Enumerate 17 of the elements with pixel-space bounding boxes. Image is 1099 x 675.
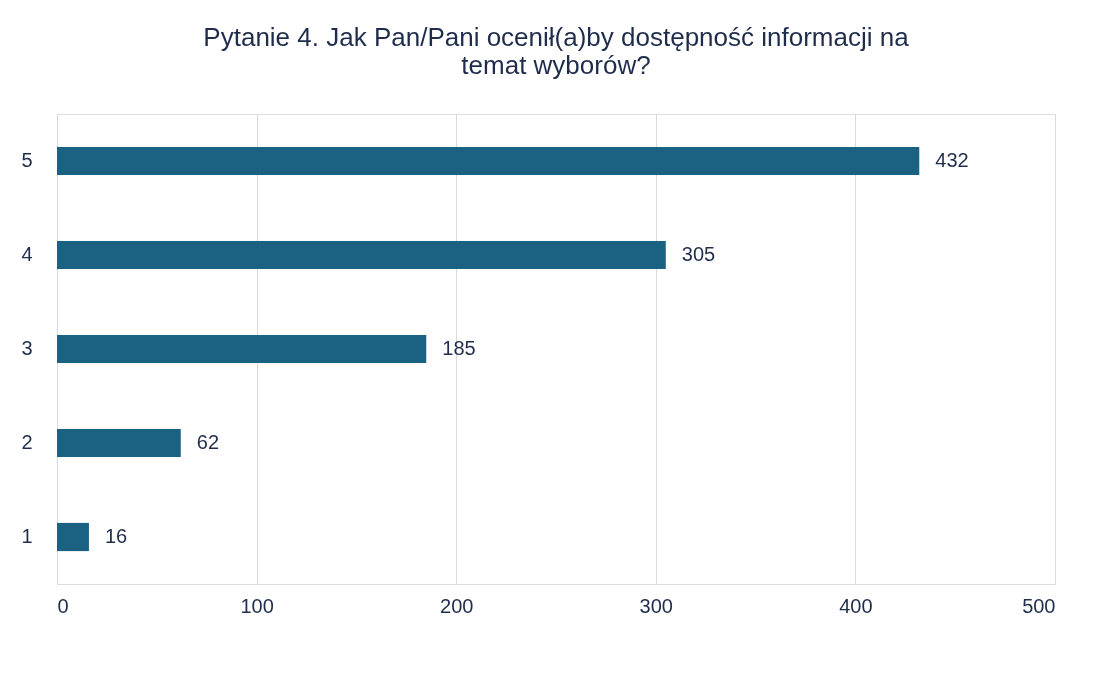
- x-tick-label: 0: [57, 594, 69, 617]
- x-tick-label: 300: [639, 594, 673, 617]
- x-tick-label: 200: [440, 594, 474, 617]
- x-tick-label: 500: [1022, 594, 1056, 617]
- data-label: 62: [196, 431, 219, 453]
- y-tick-label: 3: [21, 337, 33, 359]
- data-label: 305: [681, 243, 716, 265]
- y-tick-label: 1: [21, 525, 33, 547]
- chart-title: Pytanie 4. Jak Pan/Pani ocenił(a)by dostępność informacji na temat wyborów?: [203, 22, 910, 80]
- x-tick-label: 400: [839, 594, 873, 617]
- data-label: 16: [104, 525, 128, 547]
- x-tick-label: 100: [240, 594, 274, 617]
- data-label: 185: [442, 337, 476, 359]
- data-label: 432: [935, 149, 969, 171]
- y-tick-label: 2: [21, 431, 33, 453]
- y-tick-label: 4: [21, 243, 33, 265]
- y-tick-label: 5: [21, 149, 33, 171]
